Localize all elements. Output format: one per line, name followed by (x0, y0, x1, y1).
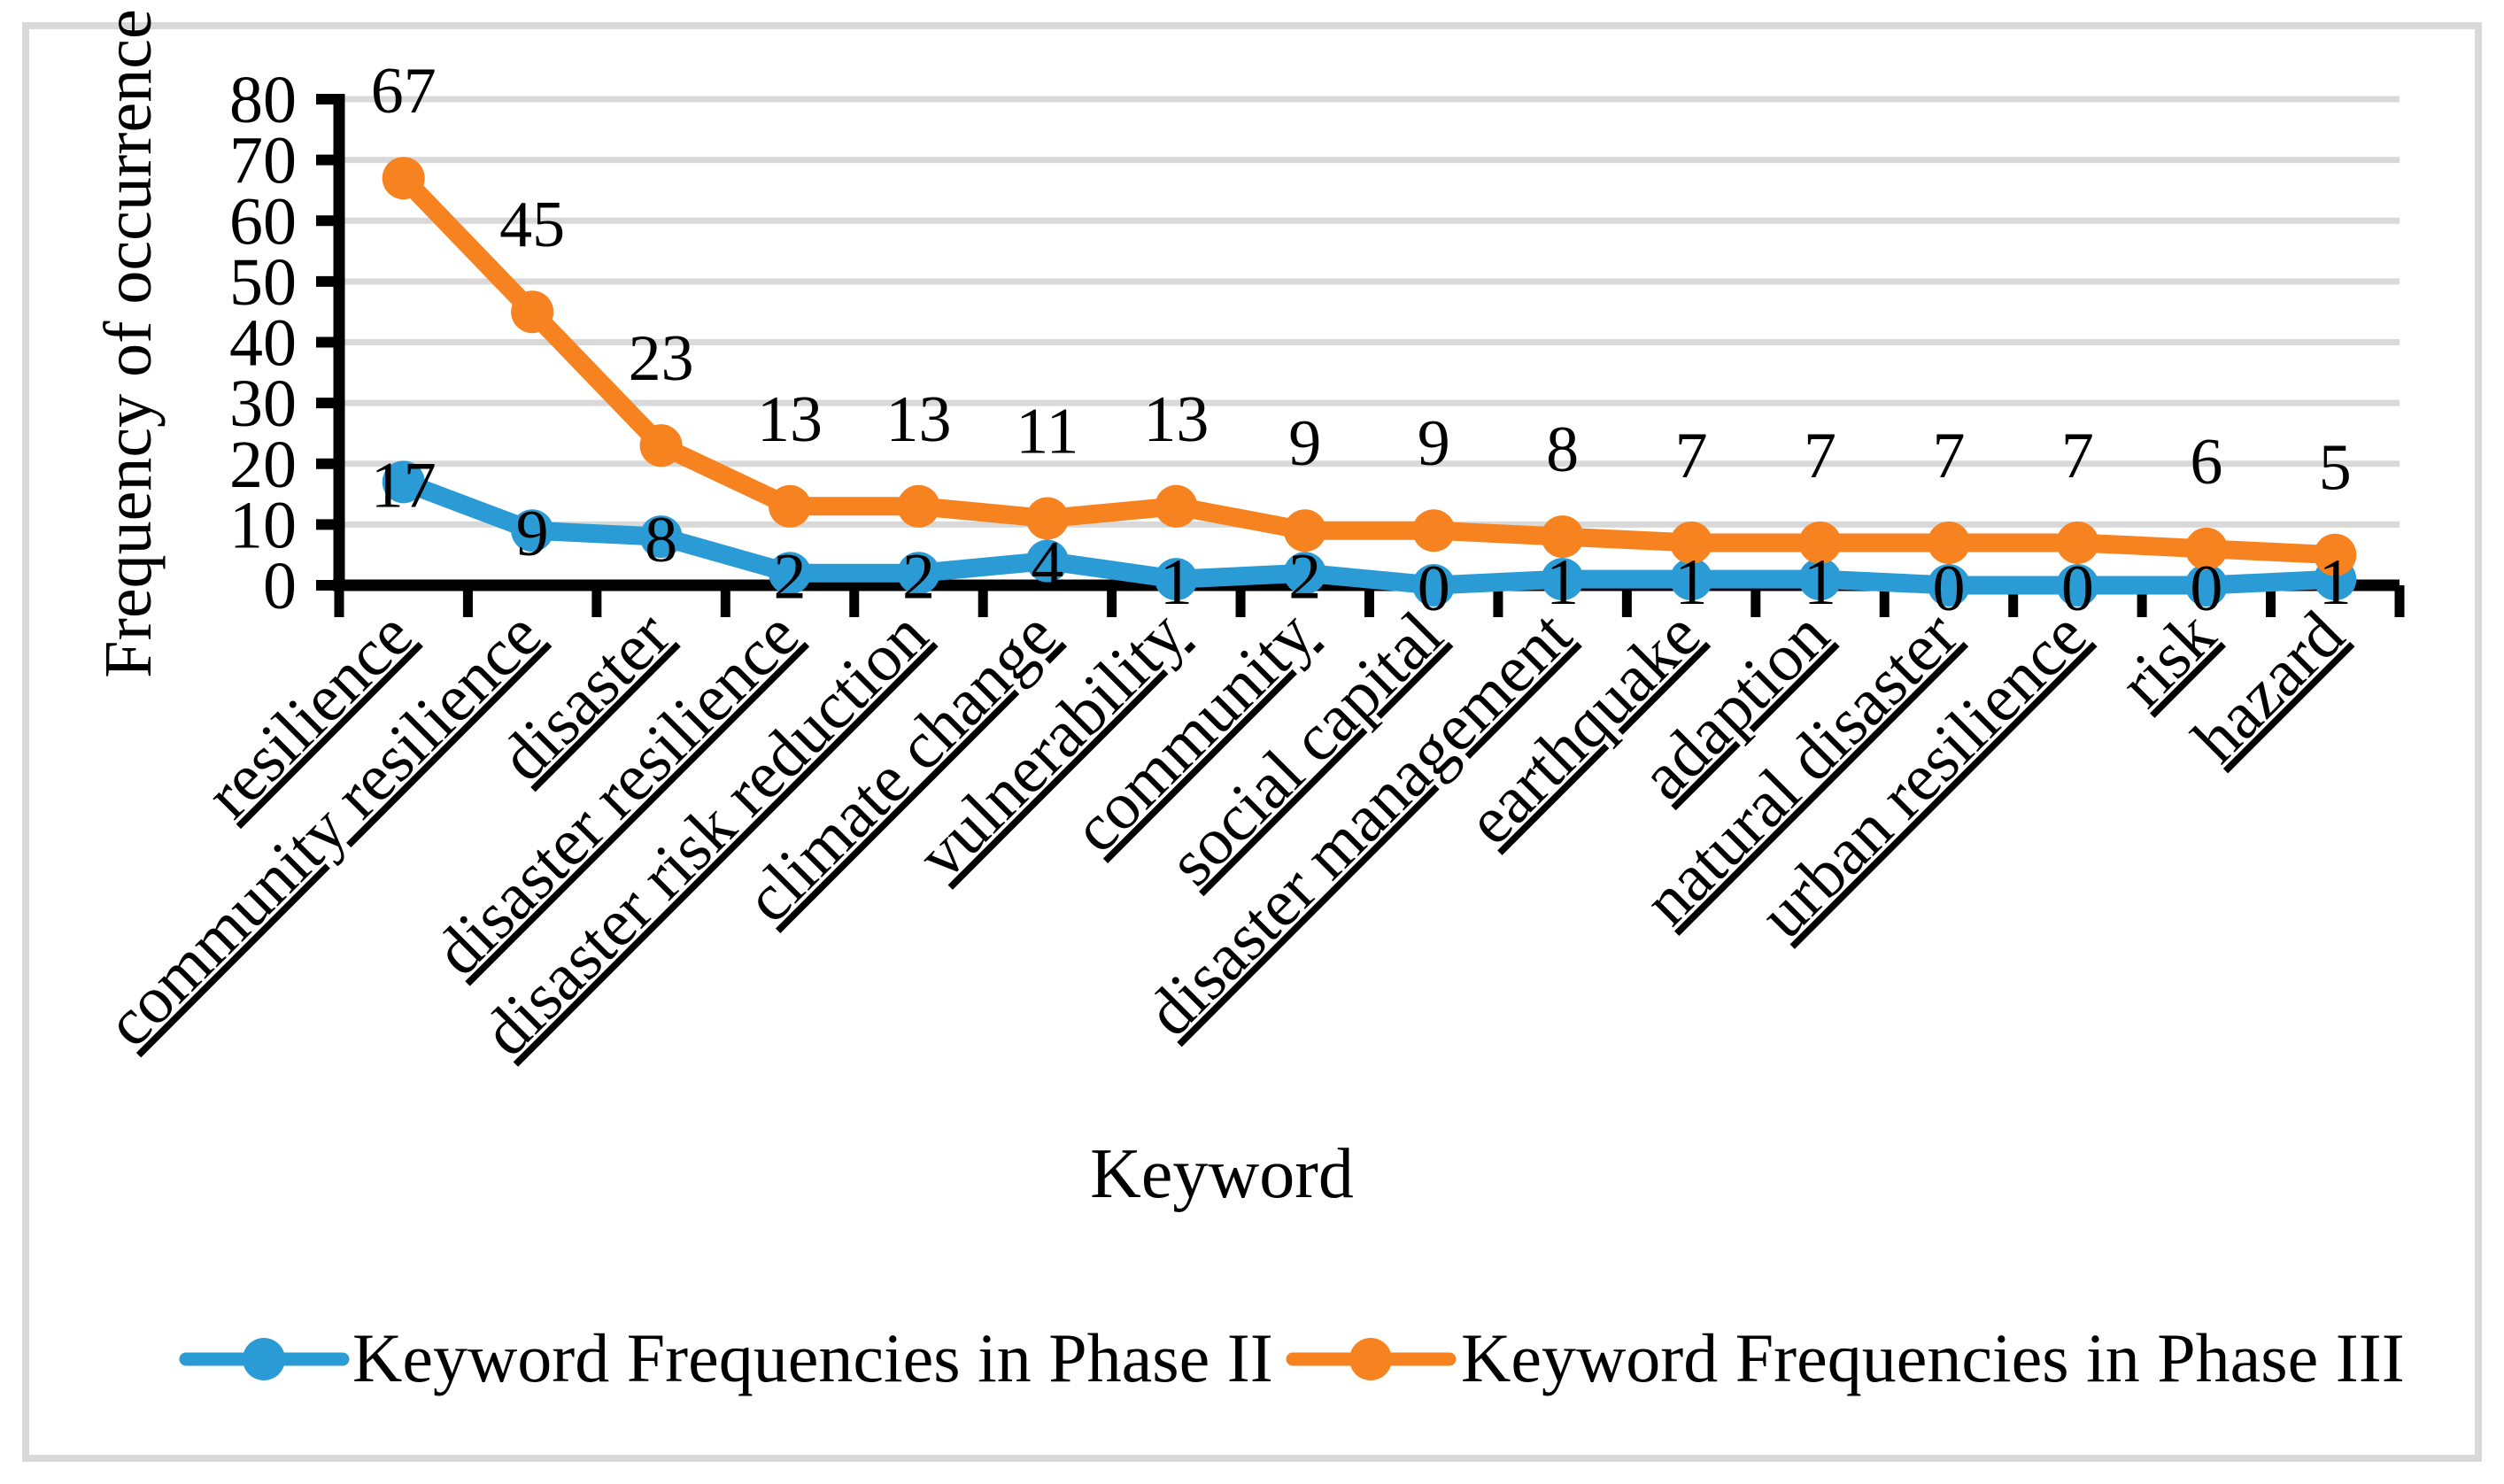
y-tick-label: 50 (229, 245, 297, 320)
data-point-marker (1412, 509, 1456, 553)
data-label: 17 (371, 449, 437, 522)
legend-label: Keyword Frequencies in Phase III (1461, 1319, 2405, 1396)
y-tick-label: 60 (229, 184, 297, 259)
data-label: 11 (1016, 396, 1078, 468)
data-point-marker (1798, 521, 1842, 564)
data-label: 45 (499, 189, 565, 261)
data-point-marker (1927, 564, 1970, 607)
data-label: 7 (2061, 420, 2094, 492)
y-tick-label: 40 (229, 306, 297, 381)
data-label: 4 (1031, 529, 1063, 601)
data-label: 0 (1932, 553, 1965, 625)
series-line-phase3 (394, 168, 2345, 565)
data-label: 7 (1932, 420, 1965, 492)
data-label: 13 (885, 383, 951, 456)
data-label: 2 (774, 540, 807, 613)
data-point-marker (1670, 521, 1713, 564)
data-point-marker (639, 424, 683, 468)
data-label: 1 (1675, 546, 1708, 619)
data-point-marker (1155, 484, 1198, 528)
data-point-marker (382, 460, 425, 504)
data-label: 2 (902, 540, 935, 613)
data-label: 13 (757, 383, 823, 456)
data-point-marker (382, 157, 425, 200)
data-label: 1 (1804, 546, 1836, 619)
data-label: 9 (1418, 407, 1450, 480)
y-tick-label: 10 (229, 488, 297, 562)
data-point-marker (1283, 552, 1326, 595)
y-tick-label: 0 (263, 549, 297, 623)
data-point-marker (2056, 564, 2099, 607)
data-point-marker (2184, 564, 2228, 607)
y-tick-label: 20 (229, 428, 297, 502)
y-tick-label: 30 (229, 367, 297, 441)
data-point-marker (1155, 558, 1198, 601)
data-point-marker (1541, 515, 1584, 559)
data-point-marker (769, 484, 812, 528)
data-label: 0 (2061, 553, 2094, 625)
data-point-marker (639, 515, 683, 559)
legend-label: Keyword Frequencies in Phase II (352, 1319, 1273, 1396)
data-point-marker (1025, 497, 1069, 540)
data-point-marker (769, 552, 812, 595)
data-label: 1 (2319, 546, 2352, 619)
data-point-marker (1541, 558, 1584, 601)
data-point-marker (1025, 539, 1069, 583)
data-point-marker (897, 552, 940, 595)
series-line-phase2 (394, 472, 2345, 595)
data-label: 2 (1288, 540, 1321, 613)
data-point-marker (2056, 521, 2099, 564)
data-point-marker (1283, 509, 1326, 553)
legend-item-phase3: Keyword Frequencies in Phase III (1286, 1319, 2405, 1396)
data-point-marker (2184, 527, 2228, 570)
data-label: 8 (1546, 414, 1579, 486)
data-label: 6 (2190, 426, 2222, 499)
data-point-marker (1670, 558, 1713, 601)
legend-dot-marker (1349, 1338, 1392, 1380)
data-label: 8 (645, 504, 677, 576)
y-axis-title: Frequency of occurrence (91, 9, 166, 677)
data-label: 13 (1143, 383, 1209, 456)
data-label: 7 (1804, 420, 1836, 492)
data-point-marker (511, 290, 554, 334)
data-point-marker (2314, 533, 2357, 576)
data-label: 23 (629, 322, 694, 395)
x-axis-title: Keyword (1090, 1135, 1354, 1213)
figure-border (22, 22, 2482, 1462)
data-label: 5 (2319, 432, 2352, 505)
data-point-marker (897, 484, 940, 528)
legend-dot-marker (243, 1338, 285, 1380)
data-label: 9 (516, 498, 549, 570)
data-label: 0 (1418, 553, 1450, 625)
y-tick-label: 80 (229, 63, 297, 137)
y-tick-label: 70 (229, 124, 297, 198)
legend-item-phase2: Keyword Frequencies in Phase II (179, 1319, 1273, 1396)
legend: Keyword Frequencies in Phase II Keyword … (179, 1319, 2405, 1396)
data-point-marker (511, 509, 554, 553)
data-label: 0 (2190, 553, 2222, 625)
data-label: 9 (1288, 407, 1321, 480)
data-label: 1 (1546, 546, 1579, 619)
data-label: 7 (1675, 420, 1708, 492)
data-point-marker (1412, 564, 1456, 607)
data-point-marker (1798, 558, 1842, 601)
data-point-marker (1927, 521, 1970, 564)
data-label: 67 (371, 55, 437, 128)
data-label: 1 (1160, 546, 1193, 619)
